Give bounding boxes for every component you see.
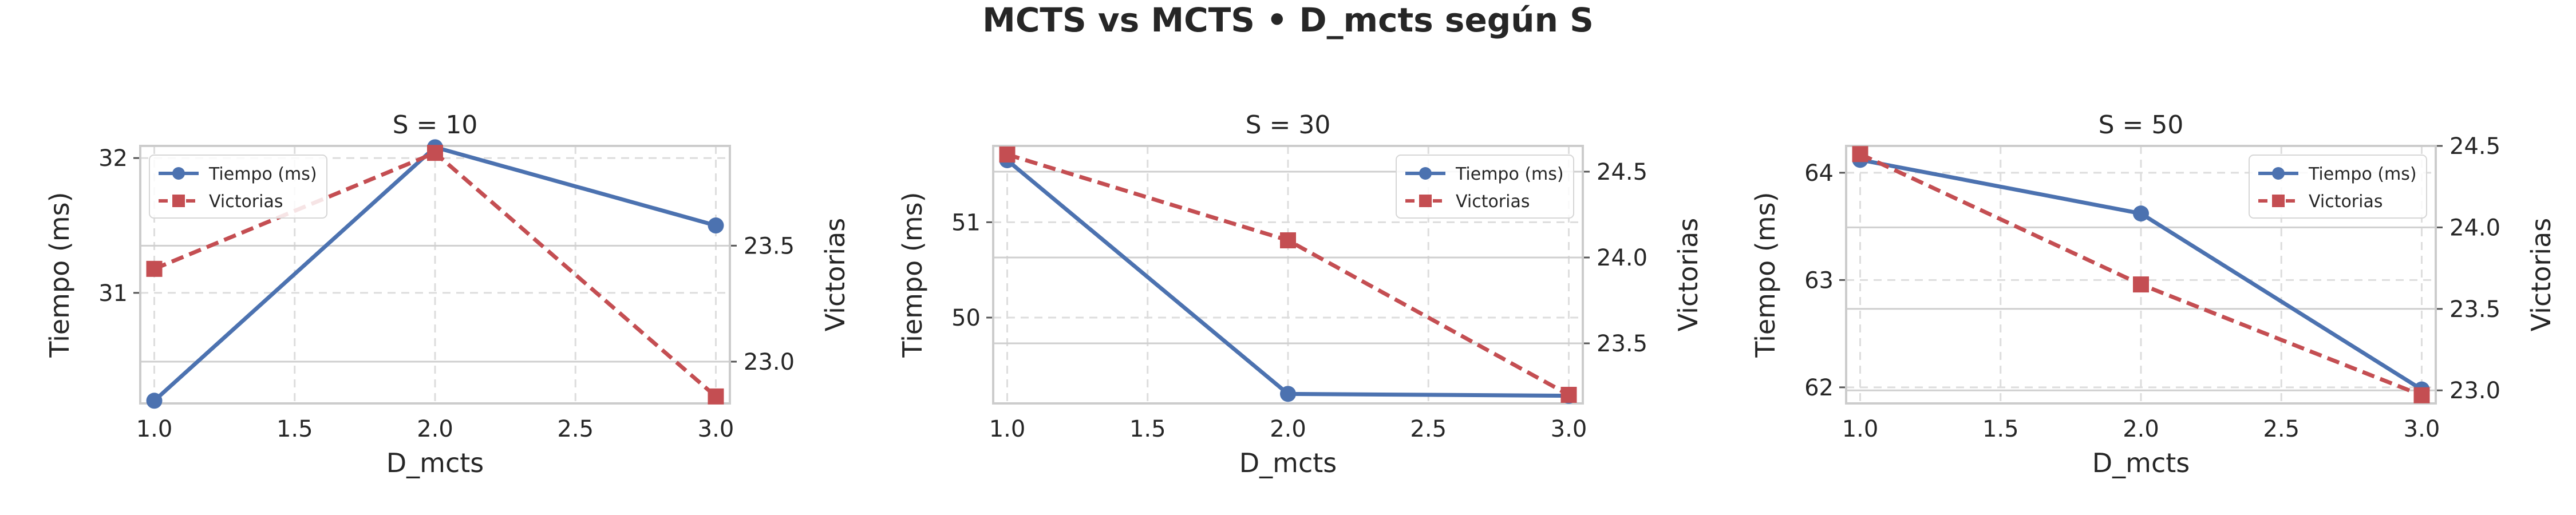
x-axis-label: D_mcts (2092, 447, 2190, 478)
x-tick-label: 1.5 (1982, 416, 2019, 442)
victorias-point (2413, 387, 2430, 403)
legend-marker (172, 167, 185, 180)
y2-tick-label: 23.0 (744, 349, 795, 375)
y-axis-label: Tiempo (ms) (44, 192, 75, 358)
legend: Tiempo (ms) Victorias (1396, 154, 1574, 219)
y-tick-label: 50 (951, 305, 981, 331)
plot-frame (992, 145, 1584, 405)
victorias-point (1560, 387, 1577, 403)
victorias-point (146, 260, 163, 277)
victorias-point (1852, 146, 1868, 163)
x-tick-label: 2.5 (1410, 416, 1447, 442)
legend-label: Victorias (1456, 192, 1530, 212)
panel-title: S = 30 (1246, 110, 1331, 140)
legend: Tiempo (ms) Victorias (2249, 154, 2427, 219)
figure-title: MCTS vs MCTS • D_mcts según S (982, 1, 1594, 39)
y2-axis-label: Victorias (1673, 218, 1704, 332)
panel-3: 1.0 1.5 2.0 2.5 3.0 62 63 64 23.0 23.5 24.0 24.5 S =… (1750, 110, 2557, 478)
plot-frame (1845, 145, 2437, 405)
y2-tick-label: 23.5 (744, 233, 795, 259)
x-tick-label: 1.0 (136, 416, 173, 442)
tiempo-point (708, 217, 724, 234)
panel-1: 1.0 1.5 2.0 2.5 3.0 31 32 23.0 23.5 S = 10 D_mcts T… (44, 110, 851, 478)
x-tick-label: 1.5 (276, 416, 313, 442)
y2-tick-label: 24.0 (2449, 215, 2500, 241)
tiempo-point (146, 393, 163, 409)
tiempo-point (1280, 386, 1296, 402)
legend-marker (2272, 195, 2285, 207)
x-tick-label: 1.0 (1842, 416, 1879, 442)
tiempo-point (2133, 205, 2149, 222)
y-tick-label: 63 (1804, 267, 1834, 294)
legend-marker (1419, 167, 1432, 180)
y2-tick-label: 24.5 (2449, 133, 2500, 160)
x-tick-label: 2.5 (557, 416, 594, 442)
x-tick-label: 3.0 (698, 416, 734, 442)
y2-tick-label: 24.0 (1597, 245, 1647, 271)
legend-marker (2272, 167, 2285, 180)
y-axis-label: Tiempo (ms) (897, 192, 928, 358)
victorias-point (708, 388, 724, 405)
x-axis-label: D_mcts (1239, 447, 1337, 478)
x-tick-label: 1.5 (1129, 416, 1166, 442)
y2-axis-label: Victorias (820, 218, 851, 332)
y-tick-label: 64 (1804, 160, 1834, 187)
legend-label: Victorias (2309, 192, 2383, 212)
x-tick-label: 2.0 (2123, 416, 2159, 442)
y-tick-label: 51 (951, 209, 981, 236)
y-axis-label: Tiempo (ms) (1750, 192, 1781, 358)
x-tick-label: 1.0 (989, 416, 1026, 442)
legend-label: Tiempo (ms) (2308, 164, 2417, 184)
y-tick-label: 31 (98, 280, 128, 307)
y-tick-label: 32 (98, 145, 128, 172)
y2-axis-label: Victorias (2526, 218, 2557, 332)
x-tick-label: 2.0 (417, 416, 453, 442)
y2-tick-label: 24.5 (1597, 159, 1647, 185)
victorias-point (1280, 232, 1296, 248)
victorias-point (427, 145, 443, 161)
x-tick-label: 3.0 (1551, 416, 1587, 442)
y2-tick-label: 23.0 (2449, 378, 2500, 404)
legend-label: Tiempo (ms) (208, 164, 317, 184)
legend-marker (172, 195, 185, 207)
panel-title: S = 10 (393, 110, 478, 140)
panel-title: S = 50 (2099, 110, 2184, 140)
legend-marker (1419, 195, 1432, 207)
panel-2: 1.0 1.5 2.0 2.5 3.0 50 51 23.5 24.0 24.5 S = 30 D_m… (897, 110, 1704, 478)
x-tick-label: 2.5 (2263, 416, 2300, 442)
legend-label: Victorias (209, 192, 283, 212)
y2-tick-label: 23.5 (1597, 331, 1647, 357)
x-tick-label: 3.0 (2404, 416, 2440, 442)
y-tick-label: 62 (1804, 375, 1834, 401)
x-tick-label: 2.0 (1270, 416, 1306, 442)
y2-tick-label: 23.5 (2449, 296, 2500, 323)
victorias-point (2133, 276, 2149, 293)
victorias-point (999, 146, 1016, 163)
x-axis-label: D_mcts (386, 447, 484, 478)
panels: 1.0 1.5 2.0 2.5 3.0 31 32 23.0 23.5 S = 10 D_mcts T… (44, 110, 2557, 478)
legend: Tiempo (ms) Victorias (149, 154, 327, 219)
legend-label: Tiempo (ms) (1455, 164, 1564, 184)
